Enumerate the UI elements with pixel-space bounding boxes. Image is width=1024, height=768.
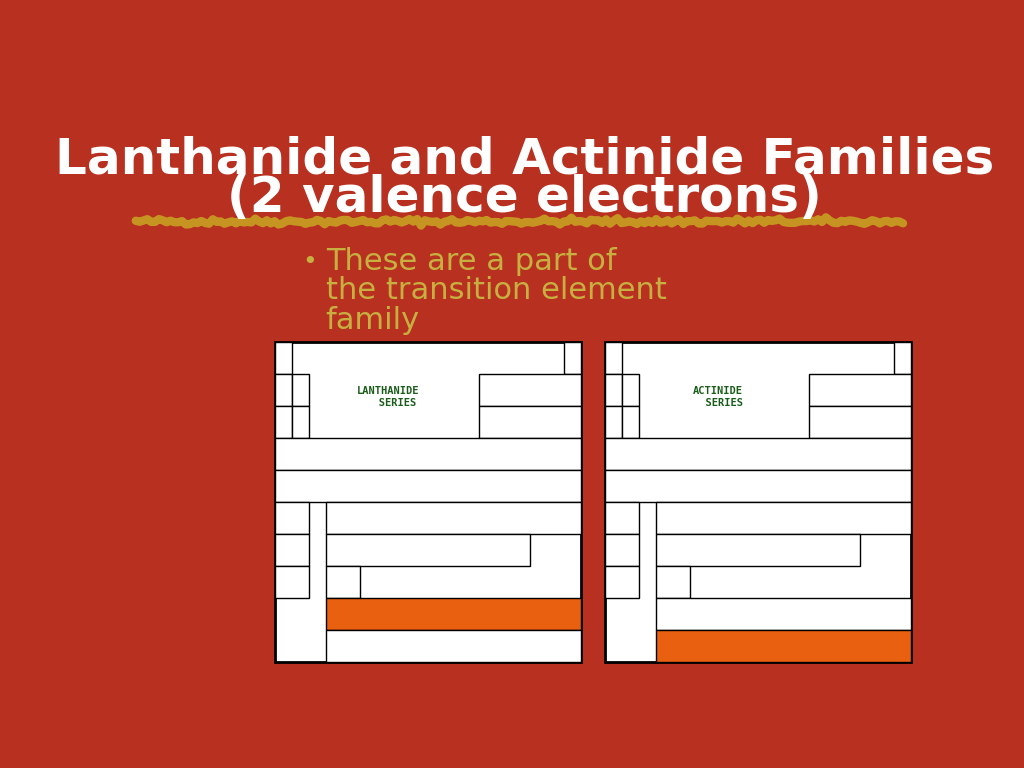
Bar (327, 502, 582, 534)
Bar (622, 374, 639, 406)
Bar (275, 502, 309, 534)
Bar (275, 566, 309, 598)
Bar (604, 374, 622, 406)
Text: •: • (303, 250, 317, 273)
Text: Lanthanide and Actinide Families: Lanthanide and Actinide Families (55, 136, 994, 184)
Bar (292, 406, 309, 439)
Text: (2 valence electrons): (2 valence electrons) (227, 174, 822, 223)
Bar (655, 566, 689, 598)
Bar (604, 343, 622, 374)
Bar (604, 502, 639, 534)
Text: LANTHANIDE
   SERIES: LANTHANIDE SERIES (357, 386, 420, 408)
Bar (327, 598, 582, 630)
Bar (604, 470, 910, 502)
Bar (275, 406, 292, 439)
Bar (894, 343, 910, 374)
Bar (275, 343, 292, 374)
Bar (275, 374, 292, 406)
Bar (622, 406, 639, 439)
Text: These are a part of: These are a part of (326, 247, 616, 276)
Bar (604, 406, 622, 439)
Bar (275, 343, 582, 662)
Text: ACTINIDE
  SERIES: ACTINIDE SERIES (693, 386, 742, 408)
Bar (479, 374, 582, 406)
Bar (604, 534, 639, 566)
Bar (564, 343, 582, 374)
Bar (604, 566, 639, 598)
Bar (655, 502, 910, 534)
Bar (275, 439, 582, 470)
Bar (479, 406, 582, 439)
Bar (327, 630, 582, 662)
Bar (809, 406, 910, 439)
Bar (604, 439, 910, 470)
Bar (275, 534, 309, 566)
Bar (655, 598, 910, 630)
Bar (327, 566, 360, 598)
Bar (327, 534, 530, 566)
Bar (655, 534, 860, 566)
Text: the transition element: the transition element (326, 276, 667, 306)
Bar (604, 343, 910, 662)
Bar (275, 470, 582, 502)
Bar (655, 630, 910, 662)
Text: family: family (326, 306, 420, 335)
Bar (809, 374, 910, 406)
Bar (292, 374, 309, 406)
